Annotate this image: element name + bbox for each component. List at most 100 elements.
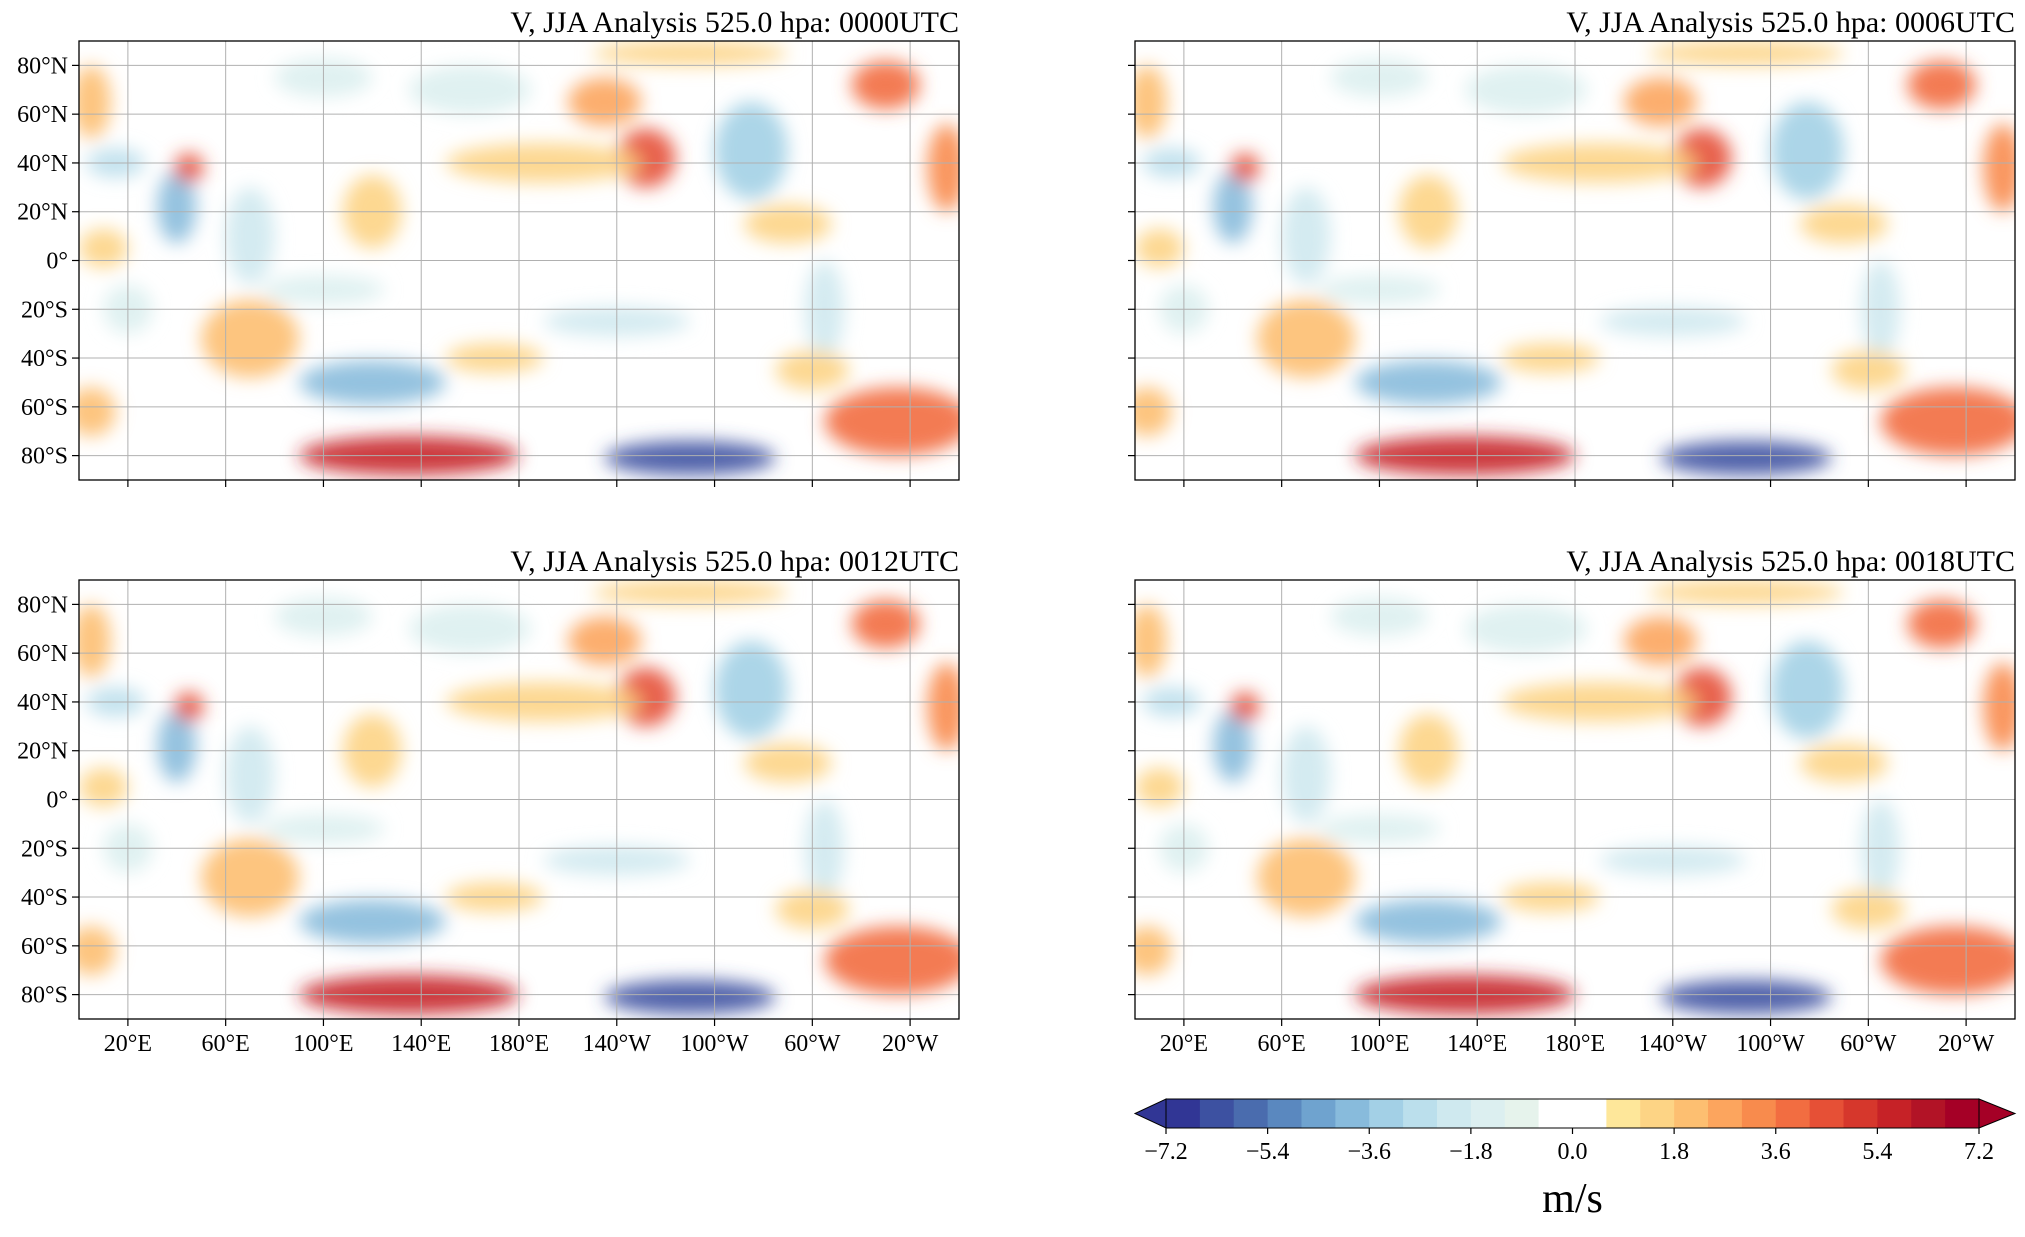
field-blob: [1672, 128, 1732, 188]
colorbar-tick-label: 1.8: [1659, 1139, 1689, 1165]
field-blob: [174, 153, 204, 183]
field-blob: [1907, 60, 1976, 110]
colorbar-label: m/s: [1542, 1176, 1603, 1222]
field-blob: [824, 387, 959, 456]
colorbar-segment: [1843, 1099, 1878, 1128]
map-panel: V, JJA Analysis 525.0 hpa: 0006UTC: [1128, 6, 2016, 487]
colorbar-segment: [1470, 1099, 1506, 1128]
panel-frame: [78, 40, 960, 481]
panel-frame: [1134, 579, 2016, 1020]
colorbar-segment: [1199, 1099, 1235, 1128]
field: [1135, 580, 2015, 1015]
lon-tick-label: 60°W: [784, 1031, 841, 1057]
lon-tick-label: 20°E: [104, 1031, 152, 1057]
lon-tick-label: 20°W: [1938, 1031, 1995, 1057]
field-blob: [79, 387, 116, 437]
field-blob: [1880, 387, 2015, 456]
colorbar-segment: [1267, 1099, 1302, 1128]
lat-tick-label: 60°N: [17, 641, 68, 667]
lat-tick-label: 80°N: [17, 53, 68, 79]
field-blob: [1135, 767, 1184, 807]
field-blob: [1880, 926, 2015, 995]
colorbar-segment: [1945, 1099, 1980, 1128]
field-blob: [1648, 41, 1844, 66]
field: [1135, 41, 2015, 476]
colorbar-segment: [1538, 1099, 1573, 1128]
field: [79, 41, 959, 476]
field-blob: [714, 640, 788, 739]
colorbar-segment: [1166, 1099, 1201, 1128]
colorbar-segment: [1877, 1099, 1912, 1128]
colorbar-segment: [1741, 1099, 1777, 1128]
colorbar-segment: [1301, 1099, 1336, 1128]
colorbar-segment: [1775, 1099, 1811, 1128]
field-blob: [1213, 709, 1253, 783]
field-blob: [1135, 926, 1172, 976]
colorbar-segment: [1403, 1099, 1438, 1128]
lon-tick-label: 60°W: [1840, 1031, 1897, 1057]
lat-tick-label: 80°N: [17, 592, 68, 618]
field-blobs: [79, 41, 959, 476]
field-blobs: [1135, 41, 2015, 476]
field-blob: [1660, 979, 1832, 1015]
field-blob: [1660, 440, 1832, 476]
field-blob: [1230, 153, 1260, 183]
field-blob: [1257, 838, 1355, 917]
lat-tick-label: 40°N: [17, 151, 68, 177]
colorbar-segment: [1504, 1099, 1540, 1128]
field-blob: [567, 616, 642, 666]
field-blob: [1799, 204, 1888, 244]
colorbar-segment: [1640, 1099, 1675, 1128]
colorbar-segment: [1233, 1099, 1269, 1128]
field-blob: [1135, 228, 1184, 268]
field-blob: [79, 604, 111, 678]
field-blob: [927, 123, 959, 212]
field-blob: [1281, 187, 1331, 285]
field-blob: [1983, 662, 2015, 751]
field-blob: [743, 743, 832, 783]
lon-tick-label: 180°E: [489, 1031, 549, 1057]
lat-tick-label: 80°S: [21, 444, 68, 470]
colorbar-segment: [1708, 1099, 1743, 1128]
colorbar-segment: [1911, 1099, 1946, 1128]
field-blob: [1135, 604, 1167, 678]
colorbar-segment: [1572, 1099, 1607, 1128]
field-blob: [824, 926, 959, 995]
lat-tick-label: 20°N: [17, 739, 68, 765]
panel-frame: [1134, 40, 2016, 481]
field-blob: [201, 838, 299, 917]
field-blob: [1465, 604, 1588, 654]
field-blob: [1623, 616, 1698, 666]
colorbar-segment: [1809, 1099, 1844, 1128]
lon-tick-label: 140°W: [1639, 1031, 1708, 1057]
field-blob: [201, 299, 299, 378]
colorbar-tick-label: 7.2: [1964, 1139, 1994, 1165]
field-blob: [299, 899, 446, 944]
field-blob: [1770, 640, 1844, 739]
field-blob: [79, 926, 116, 976]
field-blob: [79, 228, 128, 268]
lat-tick-label: 40°N: [17, 690, 68, 716]
lon-tick-label: 20°E: [1160, 1031, 1208, 1057]
colorbar-extend-min: [1133, 1098, 1167, 1129]
field-blob: [927, 662, 959, 751]
field-blob: [409, 65, 532, 115]
colorbar-tick-label: 5.4: [1862, 1139, 1892, 1165]
field-blob: [851, 599, 920, 649]
field-blob: [157, 709, 197, 783]
field-blob: [1770, 101, 1844, 200]
lon-tick-label: 100°E: [1349, 1031, 1409, 1057]
lon-tick-label: 180°E: [1545, 1031, 1605, 1057]
lat-tick-label: 60°N: [17, 102, 68, 128]
lat-tick-label: 20°S: [21, 297, 68, 323]
field-blob: [1281, 726, 1331, 824]
field-blob: [1355, 360, 1502, 405]
colorbar-tick-label: −7.2: [1144, 1139, 1188, 1165]
field-blob: [743, 204, 832, 244]
field-blob: [1799, 743, 1888, 783]
field-blob: [714, 101, 788, 200]
field-blob: [1672, 667, 1732, 727]
field-blob: [299, 360, 446, 405]
colorbar-segment: [1674, 1099, 1709, 1128]
